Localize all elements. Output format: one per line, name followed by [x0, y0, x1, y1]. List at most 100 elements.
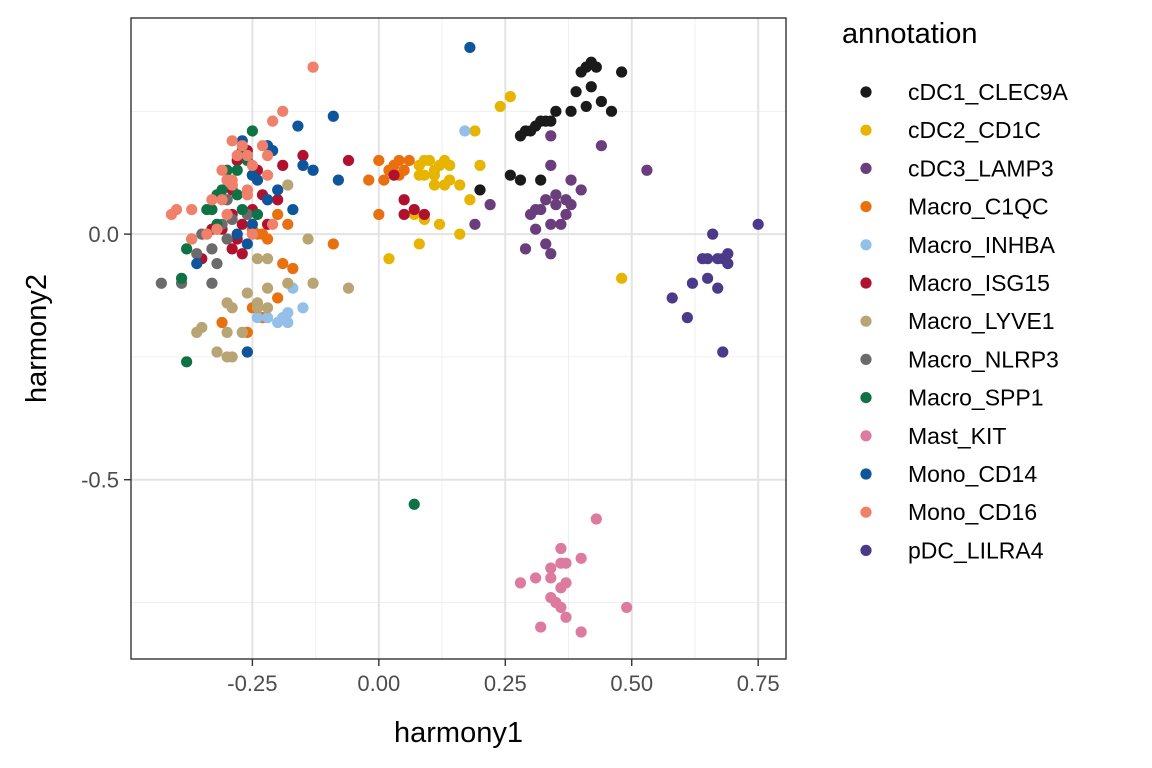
data-point: [550, 105, 562, 117]
data-point: [287, 262, 299, 275]
data-point: [550, 189, 562, 201]
data-point: [514, 174, 527, 186]
data-point: [535, 174, 547, 186]
data-point: [454, 179, 466, 191]
data-point: [484, 199, 496, 211]
data-point: [560, 208, 572, 221]
data-point: [231, 228, 243, 240]
x-axis: -0.25 0.00 0.25 0.50 0.75: [227, 659, 780, 696]
data-point: [236, 218, 248, 230]
x-tick-label: 0.50: [610, 671, 653, 696]
data-point: [226, 243, 238, 255]
legend-key: [860, 124, 872, 136]
data-point: [297, 159, 309, 171]
data-point: [363, 174, 375, 186]
data-point: [540, 238, 552, 250]
data-point: [251, 312, 264, 324]
data-point: [201, 228, 213, 240]
data-point: [504, 169, 516, 181]
legend-key: [860, 544, 872, 557]
data-point: [191, 248, 203, 260]
data-point: [545, 159, 557, 171]
legend-label: Macro_ISG15: [908, 270, 1050, 296]
legend-label: Mono_CD16: [908, 499, 1037, 525]
data-point: [196, 321, 208, 334]
data-point: [221, 233, 233, 245]
x-tick-label: 0.00: [357, 671, 400, 696]
data-point: [469, 125, 481, 137]
legend-label: Macro_INHBA: [908, 232, 1056, 258]
data-point: [216, 316, 228, 329]
data-point: [211, 223, 223, 235]
data-point: [327, 238, 339, 250]
data-point: [555, 601, 567, 614]
data-point: [555, 557, 567, 569]
plot-panel-border: [130, 17, 787, 660]
data-point: [206, 243, 218, 255]
data-point: [398, 194, 410, 206]
data-point: [241, 189, 253, 201]
data-point: [246, 159, 258, 171]
data-point: [641, 164, 653, 176]
data-point: [297, 149, 309, 162]
data-point: [514, 130, 527, 142]
data-point: [565, 174, 577, 186]
data-point: [575, 626, 587, 638]
legend-key: [860, 392, 872, 404]
data-point: [282, 277, 294, 289]
y-tick-label: 0.0: [88, 222, 119, 247]
legend-key: [860, 506, 872, 518]
data-point: [712, 253, 724, 265]
data-point: [186, 203, 198, 216]
legend-key: [860, 162, 872, 174]
legend-label: cDC1_CLEC9A: [908, 79, 1068, 105]
data-point: [519, 243, 532, 255]
data-point: [246, 125, 258, 137]
data-point: [307, 61, 319, 73]
data-point: [575, 184, 587, 196]
data-point: [378, 174, 390, 186]
data-point: [530, 223, 542, 235]
data-point: [297, 302, 309, 314]
data-point: [418, 208, 430, 221]
data-point: [307, 164, 319, 176]
data-point: [221, 326, 233, 338]
data-point: [226, 302, 238, 314]
data-point: [560, 611, 572, 623]
data-point: [327, 110, 339, 122]
legend-key: [860, 201, 872, 213]
data-point: [206, 194, 218, 206]
data-point: [616, 272, 628, 284]
legend-label: cDC2_CD1C: [908, 117, 1041, 143]
data-point: [191, 257, 203, 270]
data-point: [307, 277, 319, 289]
data-point: [681, 312, 693, 324]
data-point: [752, 218, 764, 230]
legend-key: [860, 468, 872, 480]
data-point: [413, 159, 425, 171]
data-point: [282, 307, 294, 319]
data-point: [464, 41, 476, 54]
data-point: [621, 601, 633, 614]
data-point: [236, 248, 248, 260]
data-point: [666, 292, 678, 304]
data-point: [444, 159, 456, 171]
data-point: [590, 61, 602, 73]
data-point: [226, 135, 238, 147]
data-point: [241, 238, 253, 250]
legend-label: Mast_KIT: [908, 423, 1006, 449]
data-point: [545, 248, 557, 260]
data-point: [272, 208, 284, 221]
data-point: [545, 218, 557, 230]
data-point: [261, 312, 274, 324]
data-point: [545, 130, 557, 142]
data-point: [201, 203, 213, 216]
data-points: [155, 41, 764, 638]
data-point: [469, 218, 481, 230]
data-point: [530, 572, 542, 584]
x-axis-title: harmony1: [394, 717, 523, 749]
legend-label: Macro_LYVE1: [908, 308, 1055, 334]
data-point: [236, 140, 248, 152]
data-point: [717, 346, 729, 358]
data-point: [555, 582, 567, 594]
